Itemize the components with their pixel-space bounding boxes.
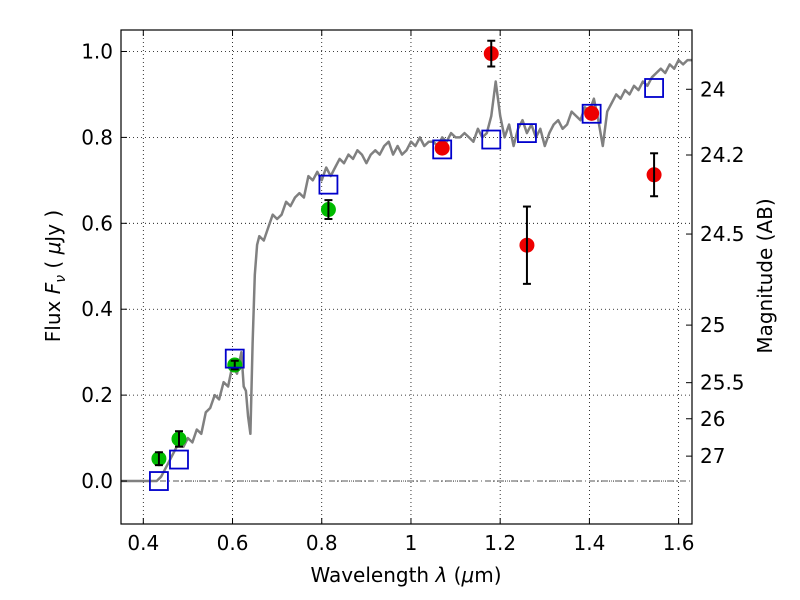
data-markers [149, 39, 664, 491]
axes-frame [120, 29, 693, 525]
model-box [149, 471, 169, 491]
y-tick-label: 0.8 [81, 125, 113, 149]
y-tick-label: 1.0 [81, 39, 113, 63]
model-box [644, 78, 664, 98]
y2-tick-label: 26 [700, 407, 725, 431]
y2-tick-label: 25 [700, 313, 725, 337]
x-tick-label: 1.2 [484, 531, 516, 555]
grid-lines [121, 30, 692, 524]
model-box [581, 103, 602, 124]
data-point [584, 105, 600, 121]
y2-tick-label: 24.5 [700, 222, 745, 246]
x-tick-label: 0.4 [127, 531, 159, 555]
model-box [481, 129, 502, 150]
y2-tick-label: 25.5 [700, 371, 745, 395]
model-box [318, 174, 339, 195]
y2-tick-label: 27 [700, 444, 725, 468]
x-tick-label: 1.4 [573, 531, 605, 555]
secondary-y-axis-label: Magnitude (AB) [753, 198, 777, 353]
plot-area [121, 39, 692, 491]
model-box [517, 123, 537, 143]
model-box [169, 449, 189, 470]
model-box [224, 348, 245, 369]
x-tick-label: 1.6 [663, 531, 695, 555]
x-axis-label: Wavelength λ (μm) [310, 563, 501, 587]
y2-tick-label: 24 [700, 77, 725, 101]
y-tick-label: 0.4 [81, 297, 113, 321]
y-axis-label: Flux Fν ( μJy ) [41, 210, 69, 342]
y2-tick-label: 24.2 [700, 143, 745, 167]
axis-ticks: 0.4 0.6 0.8 1 1.2 1.4 1.6 0.0 0.2 0.4 0.6 0.8 1.0 24 2… [81, 30, 745, 555]
y-tick-label: 0.6 [81, 211, 113, 235]
data-point [434, 140, 450, 156]
x-tick-label: 1 [405, 531, 418, 555]
y-tick-label: 0.0 [81, 469, 113, 493]
spectrum-line [121, 58, 692, 483]
model-box [432, 139, 453, 160]
x-tick-label: 0.6 [217, 531, 249, 555]
x-tick-label: 0.8 [306, 531, 338, 555]
y-tick-label: 0.2 [81, 383, 113, 407]
